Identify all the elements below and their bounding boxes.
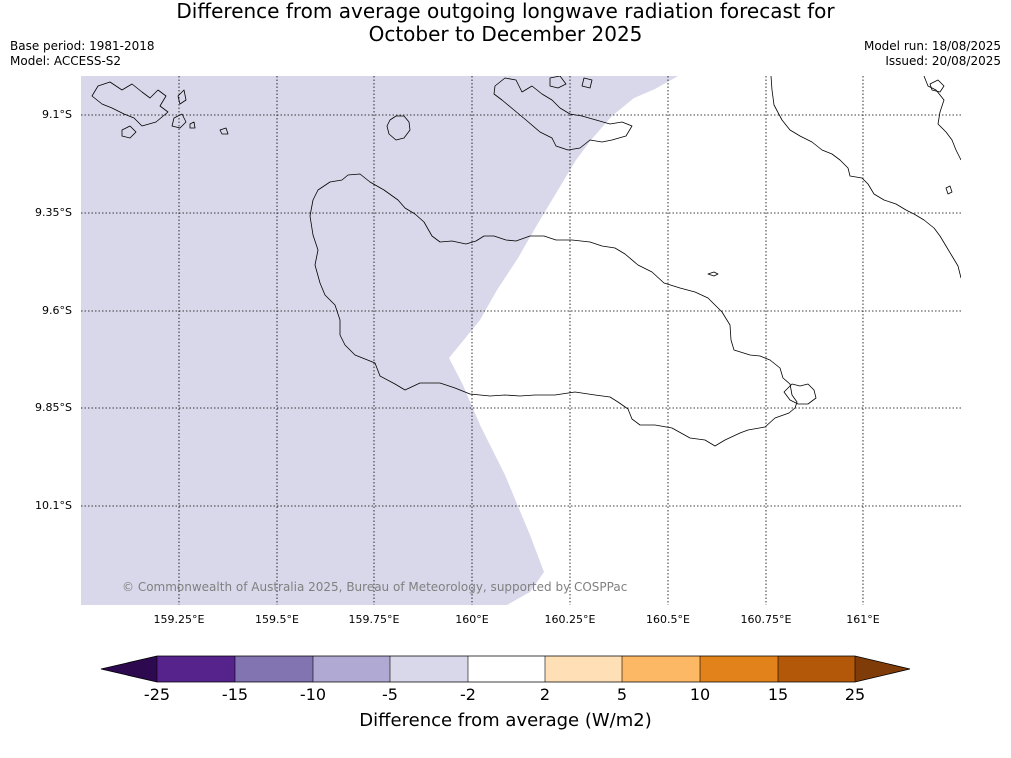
colorbar-tick-label: 10 bbox=[689, 685, 711, 704]
russell-islet-a bbox=[121, 125, 137, 139]
malaita-coastline bbox=[770, 76, 961, 279]
colorbar-tick-label: 2 bbox=[539, 685, 551, 704]
issued-date: Issued: 20/08/2025 bbox=[885, 54, 1001, 68]
longitude-tick-label: 160.5°E bbox=[646, 613, 690, 626]
title-line-1: Difference from average outgoing longwav… bbox=[176, 0, 835, 23]
colorbar-extend-high bbox=[855, 656, 910, 682]
longitude-tick-label: 160.25°E bbox=[544, 613, 596, 626]
colorbar-segment bbox=[313, 656, 390, 682]
guadalcanal-coastline bbox=[309, 173, 798, 447]
savo-island-coastline bbox=[386, 115, 411, 141]
colorbar-segment bbox=[622, 656, 700, 682]
chart-title: Difference from average outgoing longwav… bbox=[0, 0, 1011, 46]
colorbar-tick-label: 15 bbox=[767, 685, 789, 704]
map-area bbox=[81, 76, 961, 605]
longitude-tick-label: 160°E bbox=[455, 613, 489, 626]
russell-islands-coastline bbox=[91, 81, 169, 127]
latitude-tick-label: 10.1°S bbox=[35, 499, 72, 512]
colorbar-segment bbox=[157, 656, 235, 682]
colorbar-tick-label: -5 bbox=[382, 685, 398, 704]
colorbar-title: Difference from average (W/m2) bbox=[359, 710, 652, 731]
graticule bbox=[81, 76, 961, 605]
colorbar-tick-label: 25 bbox=[844, 685, 866, 704]
title-line-2: October to December 2025 bbox=[368, 22, 643, 46]
copyright-notice: © Commonwealth of Australia 2025, Bureau… bbox=[122, 580, 628, 594]
longitude-tick-label: 161°E bbox=[846, 613, 880, 626]
malaita-islet-a bbox=[929, 79, 945, 93]
marau-islet-coastline bbox=[783, 383, 817, 405]
latitude-tick-label: 9.85°S bbox=[35, 401, 72, 414]
coastlines bbox=[91, 76, 961, 447]
russell-islet-b bbox=[171, 113, 187, 129]
longitude-tick-label: 159.75°E bbox=[348, 613, 400, 626]
florida-islands-coastline bbox=[493, 77, 633, 151]
longitude-tick-label: 159.5°E bbox=[255, 613, 299, 626]
russell-islet-d bbox=[219, 127, 229, 135]
latitude-tick-label: 9.6°S bbox=[42, 304, 72, 317]
colorbar-tick-label: -15 bbox=[221, 685, 249, 704]
meta-left: Base period: 1981-2018 Model: ACCESS-S2 bbox=[10, 39, 155, 69]
colorbar-segment bbox=[778, 656, 855, 682]
small-islet-coastline bbox=[707, 271, 719, 277]
base-period: Base period: 1981-2018 bbox=[10, 39, 155, 53]
colorbar-segment bbox=[235, 656, 313, 682]
colorbar bbox=[100, 655, 911, 683]
longitude-tick-label: 160.75°E bbox=[740, 613, 792, 626]
malaita-islet-b bbox=[945, 185, 953, 195]
florida-islet-a bbox=[549, 76, 567, 89]
russell-islet-c bbox=[177, 89, 187, 105]
florida-islet-b bbox=[581, 77, 593, 89]
colorbar-tick-label: -2 bbox=[460, 685, 476, 704]
colorbar-tick-label: -10 bbox=[299, 685, 327, 704]
colorbar-segment bbox=[468, 656, 545, 682]
model-name: Model: ACCESS-S2 bbox=[10, 54, 122, 68]
colorbar-tick-label: -25 bbox=[143, 685, 171, 704]
colorbar-segment bbox=[390, 656, 468, 682]
russell-islet-e bbox=[189, 121, 196, 129]
colorbar-tick-label: 5 bbox=[616, 685, 628, 704]
anomaly-shaded-region bbox=[81, 76, 678, 605]
malaita-north-coastline bbox=[923, 76, 961, 161]
colorbar-extend-low bbox=[101, 656, 157, 682]
latitude-tick-label: 9.35°S bbox=[35, 206, 72, 219]
model-run: Model run: 18/08/2025 bbox=[863, 39, 1001, 53]
colorbar-segment bbox=[700, 656, 778, 682]
meta-right: Model run: 18/08/2025 Issued: 20/08/2025 bbox=[864, 39, 1001, 69]
longitude-tick-label: 159.25°E bbox=[153, 613, 205, 626]
colorbar-segment bbox=[545, 656, 622, 682]
latitude-tick-label: 9.1°S bbox=[42, 108, 72, 121]
